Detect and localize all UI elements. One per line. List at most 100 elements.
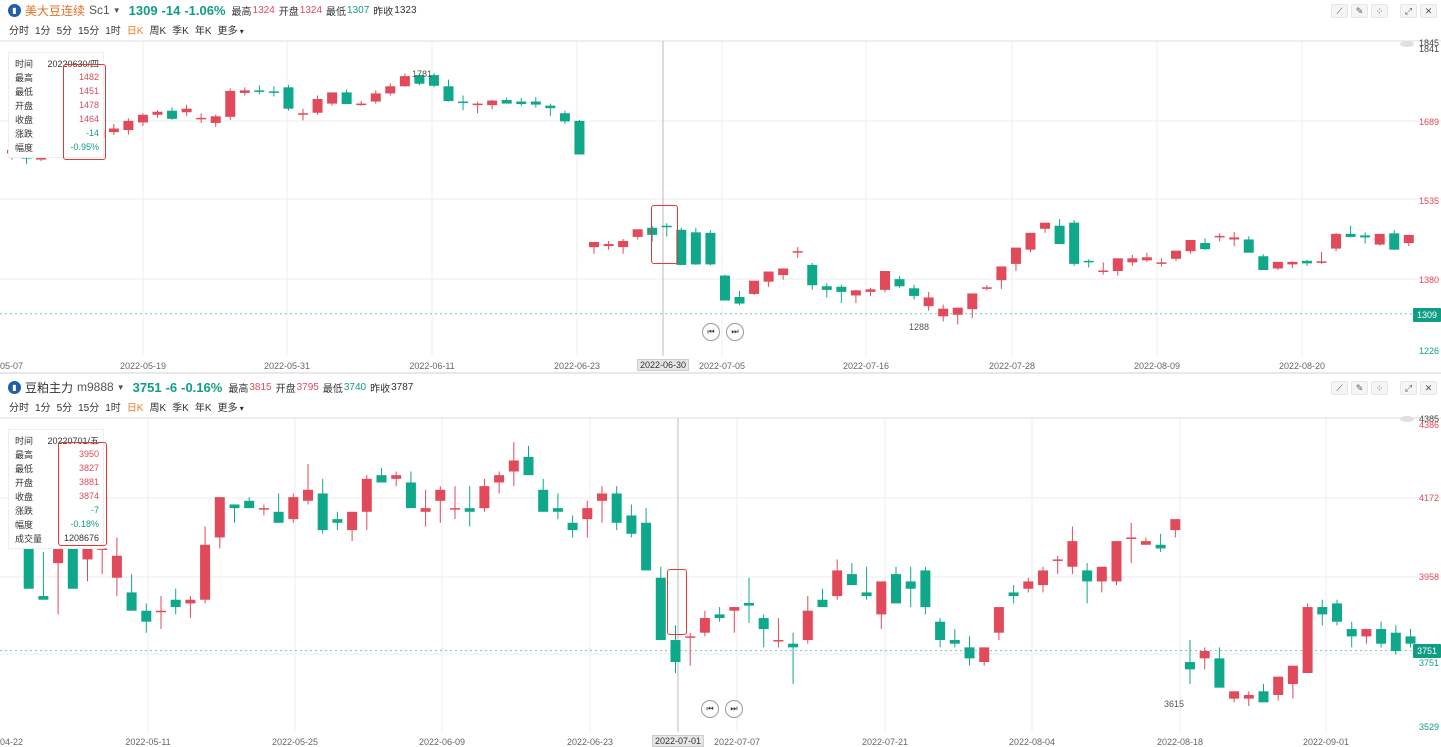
scroll-back-icon[interactable]: ⏮ [702,323,720,341]
symbol-header: ▮ 美大豆连续 Sc1 ▼ 1309 -14 -1.06% 最高 1324 开盘… [0,0,1441,20]
candle-body [836,286,847,292]
period-tab[interactable]: 年K [194,25,212,37]
candle-body [152,111,163,115]
candle [685,632,696,666]
symbol-code[interactable]: Sc1 [89,3,110,17]
symbol-dropdown-icon[interactable]: ▼ [116,382,125,392]
candle-body [618,240,629,248]
period-tab[interactable]: 更多 [218,22,244,37]
candle-body [508,460,519,472]
period-tab[interactable]: 1分 [35,402,51,414]
candle [391,471,402,487]
expand-icon[interactable]: ⤢ [1400,381,1417,395]
scroll-back-icon[interactable]: ⏮ [701,700,719,718]
candlestick-chart[interactable] [0,374,1441,747]
period-tab[interactable]: 季K [172,402,189,414]
candle-body [1317,607,1328,615]
high-value: 3815 [249,381,272,393]
candlestick-chart[interactable] [0,0,1441,373]
candle-body [361,478,372,512]
candle [690,227,701,265]
indicator-icon[interactable]: ⁘ [1371,381,1388,395]
close-icon[interactable]: ✕ [1420,4,1437,18]
symbol-code[interactable]: m9888 [77,380,114,394]
candle-body [597,493,607,501]
close-icon[interactable]: ✕ [1420,381,1437,395]
period-tab[interactable]: 分时 [9,402,29,414]
info-label: 收盘 [15,491,34,502]
candle [327,92,338,106]
period-tab[interactable]: 周K [149,25,167,37]
period-tab[interactable]: 1时 [105,402,121,414]
candle-body [647,227,658,235]
period-tab[interactable]: 日K [126,25,144,37]
candle [1052,555,1063,575]
x-tick: 2022-08-18 [1156,737,1204,747]
candle [317,478,328,534]
candle-body [1040,222,1051,229]
candle [719,274,730,301]
candle-body [792,251,803,253]
indicator-icon[interactable]: ⁘ [1371,4,1388,18]
eye-icon[interactable] [1400,416,1414,422]
period-tab[interactable]: 15分 [78,25,100,37]
pencil-icon[interactable]: ✎ [1351,4,1368,18]
candle-body [670,640,681,663]
candle [341,89,352,105]
panel-divider[interactable] [0,372,1441,374]
line-tool-icon[interactable]: ⟋ [1331,381,1348,395]
period-tab[interactable]: 日K [126,402,144,414]
expand-icon[interactable]: ⤢ [1400,4,1417,18]
symbol-name[interactable]: 美大豆连续 [25,3,86,18]
period-tab[interactable]: 更多 [218,399,244,414]
eye-icon[interactable] [1400,41,1414,47]
candle-body [1155,544,1166,549]
candle [1112,258,1123,276]
candle [967,293,978,319]
candle [993,607,1004,641]
candle [876,581,887,630]
info-row: 收盘 3874 [15,489,99,503]
candle [450,486,460,520]
candle [641,508,652,571]
candle-body [126,592,137,611]
period-tab[interactable]: 15分 [78,402,100,414]
line-tool-icon[interactable]: ⟋ [1331,4,1348,18]
candle [996,266,1007,289]
candle [1185,640,1195,685]
info-label: 最高 [15,449,34,460]
candle-body [123,120,134,131]
symbol-dropdown-icon[interactable]: ▼ [112,5,121,15]
candle-body [763,271,774,282]
period-tab[interactable]: 周K [149,402,167,414]
candle [880,271,890,293]
candle-body [38,596,49,600]
period-tab[interactable]: 分时 [9,25,29,37]
scroll-forward-icon[interactable]: ⏭ [725,700,743,718]
period-tab[interactable]: 年K [194,402,212,414]
candle-body [1316,261,1327,263]
period-tab[interactable]: 1分 [35,25,51,37]
scroll-forward-icon[interactable]: ⏭ [726,323,744,341]
period-tab[interactable]: 1时 [105,25,121,37]
candle-body [1069,222,1080,264]
candle-body [996,266,1007,281]
candle [152,110,163,118]
candle [1069,220,1080,266]
candle [258,504,269,516]
candle-body [229,504,240,509]
candle [494,471,505,494]
ohlc-info-box: 时间 20220630/四 最高 1482 最低 1451 开盘 1478 收盘 1464 涨跌 -1… [8,52,104,158]
open-value: 3795 [296,381,319,393]
period-tab[interactable]: 5分 [56,402,73,414]
candle [487,100,498,110]
candle [632,229,643,240]
candle-body [1287,665,1298,685]
period-tab[interactable]: 季K [172,25,189,37]
candle-body [1171,250,1181,259]
period-tab[interactable]: 5分 [56,25,73,37]
pencil-icon[interactable]: ✎ [1351,381,1368,395]
candle-body [1038,570,1048,586]
symbol-name[interactable]: 豆粕主力 [25,380,74,395]
y-tick: 3958 [1418,572,1439,582]
